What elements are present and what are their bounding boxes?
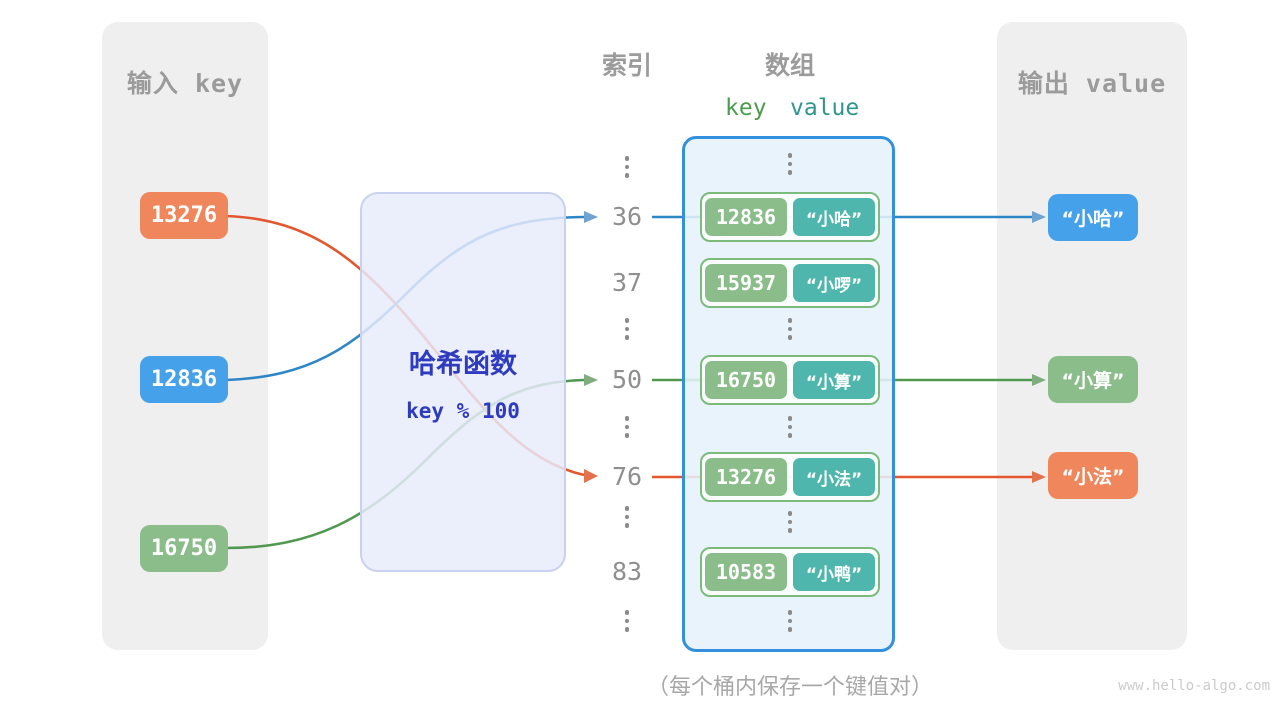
output-value-panel: 输出 value: [997, 22, 1187, 650]
bucket-value: “小啰”: [793, 264, 875, 302]
bucket-row: 12836 “小哈”: [700, 192, 880, 242]
index-50: 50: [611, 365, 643, 394]
bucket-value: “小法”: [793, 458, 875, 496]
input-key-16750: 16750: [140, 525, 228, 572]
arrow-orange-head-output: [1032, 471, 1046, 483]
bucket-key: 10583: [705, 553, 787, 591]
output-panel-title: 输出 value: [1017, 69, 1167, 98]
output-value-xiaofa: “小法”: [1048, 452, 1138, 499]
ellipsis-dots: [787, 610, 793, 632]
arrow-blue-head-output: [1032, 211, 1046, 223]
value-column-label: value: [790, 95, 860, 121]
index-column-header: 索引: [601, 51, 652, 80]
bucket-key: 12836: [705, 198, 787, 236]
ellipsis-dots: [624, 156, 630, 178]
bucket-row: 15937 “小啰”: [700, 258, 880, 308]
ellipsis-dots: [624, 416, 630, 438]
hash-function-box: 哈希函数 key % 100: [360, 192, 566, 572]
ellipsis-dots: [787, 153, 793, 175]
bucket-row: 10583 “小鸭”: [700, 547, 880, 597]
ellipsis-dots: [624, 610, 630, 632]
bucket-value: “小鸭”: [793, 553, 875, 591]
arrow-green-head-index: [584, 374, 598, 386]
bucket-key: 13276: [705, 458, 787, 496]
input-panel-title: 输入 key: [126, 69, 244, 98]
bucket-key: 15937: [705, 264, 787, 302]
bucket-key: 16750: [705, 361, 787, 399]
input-key-12836: 12836: [140, 356, 228, 403]
ellipsis-dots: [787, 416, 793, 438]
hash-function-formula: key % 100: [406, 398, 520, 423]
key-column-label: key: [725, 95, 767, 121]
ellipsis-dots: [624, 318, 630, 340]
input-key-13276: 13276: [140, 192, 228, 239]
array-column-header: 数组: [764, 51, 815, 80]
bucket-row: 13276 “小法”: [700, 452, 880, 502]
ellipsis-dots: [787, 318, 793, 340]
bucket-row: 16750 “小算”: [700, 355, 880, 405]
index-37: 37: [611, 268, 643, 297]
ellipsis-dots: [624, 506, 630, 528]
hash-function-title: 哈希函数: [409, 348, 517, 380]
arrow-orange-head-index: [584, 469, 598, 483]
ellipsis-dots: [787, 511, 793, 533]
arrow-green-head-output: [1032, 374, 1046, 386]
index-76: 76: [611, 462, 643, 491]
bucket-value: “小哈”: [793, 198, 875, 236]
arrow-blue-head-index: [584, 211, 598, 223]
diagram-caption: （每个桶内保存一个键值对）: [646, 675, 933, 700]
bucket-value: “小算”: [793, 361, 875, 399]
output-value-xiaosuan: “小算”: [1048, 356, 1138, 403]
index-36: 36: [611, 202, 643, 231]
watermark: www.hello-algo.com: [1118, 678, 1270, 694]
index-83: 83: [611, 557, 643, 586]
output-value-xiaoha: “小哈”: [1048, 194, 1138, 241]
